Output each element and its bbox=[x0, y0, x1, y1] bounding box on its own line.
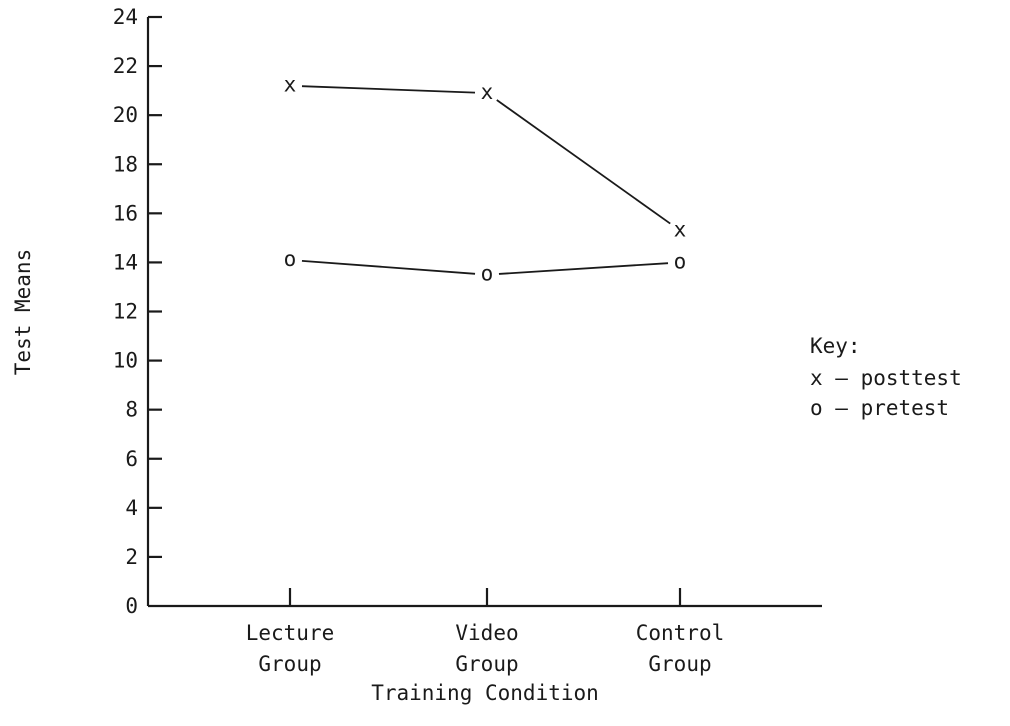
data-point-posttest: x bbox=[481, 80, 494, 104]
data-point-posttest: x bbox=[284, 73, 297, 97]
legend-title: Key: bbox=[810, 334, 861, 358]
legend-entry-pretest: o — pretest bbox=[810, 396, 949, 420]
axes bbox=[146, 17, 822, 608]
y-axis-title: Test Means bbox=[11, 249, 35, 375]
series-line-posttest bbox=[301, 85, 476, 94]
y-tick-label: 8 bbox=[125, 398, 138, 422]
data-point-pretest: o bbox=[481, 262, 494, 286]
y-tick-label: 22 bbox=[113, 54, 138, 78]
y-tick-label: 4 bbox=[125, 496, 138, 520]
y-tick-label: 6 bbox=[125, 447, 138, 471]
data-point-pretest: o bbox=[674, 249, 687, 273]
y-tick-label: 24 bbox=[113, 5, 138, 29]
series-line-pretest bbox=[498, 262, 669, 275]
x-axis-title: Training Condition bbox=[371, 681, 599, 705]
x-ticks: Lecture Group Video Group Control Group bbox=[246, 588, 725, 676]
y-tick-label: 12 bbox=[113, 300, 138, 324]
legend-entry-posttest: x — posttest bbox=[810, 366, 962, 390]
y-tick-label: 18 bbox=[113, 152, 138, 176]
y-tick-label: 14 bbox=[113, 250, 138, 274]
data-point-posttest: x bbox=[674, 218, 687, 242]
legend: Key: x — posttest o — pretest bbox=[810, 334, 962, 420]
y-tick-label: 16 bbox=[113, 201, 138, 225]
y-tick-label: 0 bbox=[125, 594, 138, 618]
x-tick-label: Lecture bbox=[246, 621, 335, 645]
y-tick-label: 2 bbox=[125, 545, 138, 569]
y-tick-label: 20 bbox=[113, 103, 138, 127]
x-tick-label: Group bbox=[648, 652, 711, 676]
y-tick-label: 10 bbox=[113, 349, 138, 373]
x-tick-label: Group bbox=[258, 652, 321, 676]
series-line-pretest bbox=[301, 259, 476, 275]
x-tick-label: Group bbox=[455, 652, 518, 676]
series-line-posttest bbox=[496, 99, 671, 225]
x-tick-label: Video bbox=[455, 621, 518, 645]
data-point-pretest: o bbox=[284, 247, 297, 271]
x-tick-label: Control bbox=[636, 621, 725, 645]
